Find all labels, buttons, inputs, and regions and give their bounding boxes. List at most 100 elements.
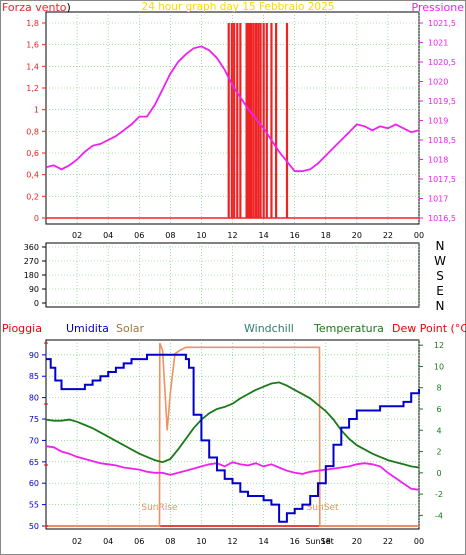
pressure-wind-panel: 1,81,61,41,210,80,60,40,20 1021,51021102… (2, 1, 464, 240)
right-tick-label: 1018,5 (428, 136, 456, 145)
x-tick-label: 10 (196, 231, 206, 240)
x-tick-label: 14 (258, 231, 268, 240)
direction-tick-label: 270 (24, 257, 39, 266)
weather-panel: SunRise SunSet 90 85 80 75 70 65 60 55 50 12 10 8 6 4… (2, 322, 466, 546)
y-tick-label: 0,4 (26, 171, 39, 180)
y-tick-label: 0,2 (26, 192, 39, 201)
humidity-line (46, 353, 420, 523)
y-tick-label: 0,8 (26, 127, 39, 136)
weather-x-tick-label: 14 (258, 537, 268, 546)
sunset-tick-label: SunSet (305, 537, 333, 546)
wind-bar (245, 23, 248, 218)
direction-tick-label: 90 (29, 285, 39, 294)
weather-legend: Pioggia Umidita Solar Windchill Temperatura D… (2, 322, 466, 335)
x-tick-label: 00 (414, 231, 424, 240)
direction-axis-ticks: 360 270 180 90 0 (24, 243, 46, 308)
weather-x-tick-label: 02 (72, 537, 82, 546)
temperature-tick-label: -2 (435, 490, 443, 499)
wind-bar (250, 23, 253, 218)
temperature-line (45, 381, 420, 469)
weather-x-tick-label: 16 (290, 537, 300, 546)
windchill-legend: Windchill (244, 322, 294, 335)
x-tick-label: 06 (134, 231, 144, 240)
pressure-line (45, 45, 420, 173)
pressure-x-ticks: 02 04 06 08 10 12 14 16 18 20 22 00 (72, 231, 424, 240)
wind-bar (252, 23, 255, 218)
wind-bar (275, 23, 278, 218)
humidity-tick-label: 90 (29, 351, 39, 360)
weather-plot-area (45, 339, 420, 530)
temperature-tick-label: 10 (434, 362, 444, 371)
wind-bar (248, 23, 251, 218)
temperature-tick-label: 4 (436, 426, 441, 435)
x-tick-label: 20 (352, 231, 362, 240)
chart-title: 24 hour graph day 15 Febbraio 2025 (142, 1, 335, 13)
wind-bar (239, 23, 242, 218)
y-tick-label: 1,8 (26, 19, 39, 28)
dewpoint-legend: Dew Point (°C) (392, 322, 466, 335)
weather-lines: SunRise SunSet (45, 342, 420, 527)
x-tick-label: 04 (103, 231, 113, 240)
y-tick-label: 1,6 (26, 41, 39, 50)
right-tick-label: 1016,5 (428, 214, 456, 223)
wind-bar (233, 23, 236, 218)
humidity-tick-label: 85 (29, 372, 39, 381)
right-tick-label: 1019 (428, 117, 448, 126)
x-tick-label: 22 (383, 231, 393, 240)
humidity-tick-label: 75 (29, 415, 39, 424)
right-tick-label: 1021,5 (428, 19, 456, 28)
dewpoint-line (45, 445, 420, 491)
weather-x-tick-label: 22 (383, 537, 393, 546)
wind-bar (265, 23, 268, 218)
wind-bar (259, 23, 262, 218)
humidity-tick-label: 50 (29, 522, 39, 531)
compass-label: N (436, 239, 445, 253)
direction-grid (46, 243, 420, 307)
weather-x-tick-label: 10 (196, 537, 206, 546)
temperature-tick-label: 2 (436, 448, 441, 457)
wind-bar (270, 23, 273, 218)
pressure-axis-label: Pressione (412, 1, 465, 14)
rain-legend: Pioggia (2, 322, 42, 335)
right-tick-label: 1019,5 (428, 97, 456, 106)
right-tick-label: 1021 (428, 39, 448, 48)
humidity-axis-ticks: 90 85 80 75 70 65 60 55 50 (29, 342, 48, 531)
wind-bar (227, 23, 230, 218)
right-tick-label: 1017,5 (428, 175, 456, 184)
humidity-tick-label: 60 (29, 479, 39, 488)
wind-label-text: Forza vento (2, 1, 67, 14)
wind-bar (285, 23, 289, 218)
pressure-lines (45, 45, 420, 219)
x-tick-label: 08 (165, 231, 175, 240)
right-tick-label: 1017 (428, 195, 448, 204)
weather-x-tick-label: 18 (321, 537, 331, 546)
y-tick-label: 0 (34, 214, 39, 223)
humidity-tick-label: 70 (29, 436, 39, 445)
humidity-tick-label: 55 (29, 501, 39, 510)
weather-x-tick-label: 06 (134, 537, 144, 546)
temperature-tick-label: 0 (436, 469, 441, 478)
solar-legend: Solar (116, 322, 145, 335)
right-tick-label: 1020 (428, 78, 448, 87)
y-tick-label: 1,2 (26, 84, 39, 93)
y-tick-label: 1,4 (26, 62, 39, 71)
wind-bar (230, 23, 233, 218)
x-tick-label: 12 (227, 231, 237, 240)
wind-axis-ticks: 1,8 1,6 1,4 1,2 1 0,8 0,6 0,4 0,2 0 (26, 19, 46, 223)
temperature-tick-label: 6 (436, 405, 441, 414)
temperature-legend: Temperatura (313, 322, 384, 335)
temperature-axis-ticks: 12 10 8 6 4 2 0 -2 -4 (419, 341, 444, 520)
weather-x-tick-label: 20 (352, 537, 362, 546)
pressure-axis-ticks: 1021,5 1021 1020,5 1020 1019,5 1019 1018,5 1018… (419, 19, 456, 223)
compass-label: S (436, 269, 444, 283)
direction-tick-label: 0 (34, 299, 39, 308)
sunset-label: SunSet (307, 503, 339, 513)
temperature-tick-label: 12 (434, 341, 444, 350)
right-tick-label: 1018 (428, 156, 448, 165)
y-tick-label: 0,6 (26, 149, 39, 158)
weather-x-tick-label: 08 (165, 537, 175, 546)
compass-label: W (434, 254, 446, 268)
